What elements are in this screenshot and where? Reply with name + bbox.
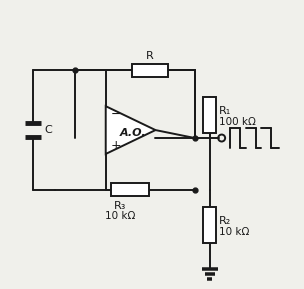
Text: 10 kΩ: 10 kΩ: [105, 211, 135, 221]
Bar: [203, 207, 216, 242]
Text: R₁: R₁: [219, 106, 231, 116]
Text: A.O.: A.O.: [120, 128, 147, 138]
Bar: [203, 97, 216, 133]
Text: 100 kΩ: 100 kΩ: [219, 117, 256, 127]
Text: C: C: [44, 125, 52, 135]
Text: +: +: [110, 140, 121, 153]
Polygon shape: [106, 106, 155, 154]
Text: 10 kΩ: 10 kΩ: [219, 227, 250, 237]
Text: R₃: R₃: [114, 201, 126, 211]
Text: R: R: [146, 51, 154, 61]
Text: R₂: R₂: [219, 216, 231, 226]
Text: −: −: [110, 108, 121, 121]
Bar: [132, 64, 168, 77]
Bar: [111, 183, 149, 196]
